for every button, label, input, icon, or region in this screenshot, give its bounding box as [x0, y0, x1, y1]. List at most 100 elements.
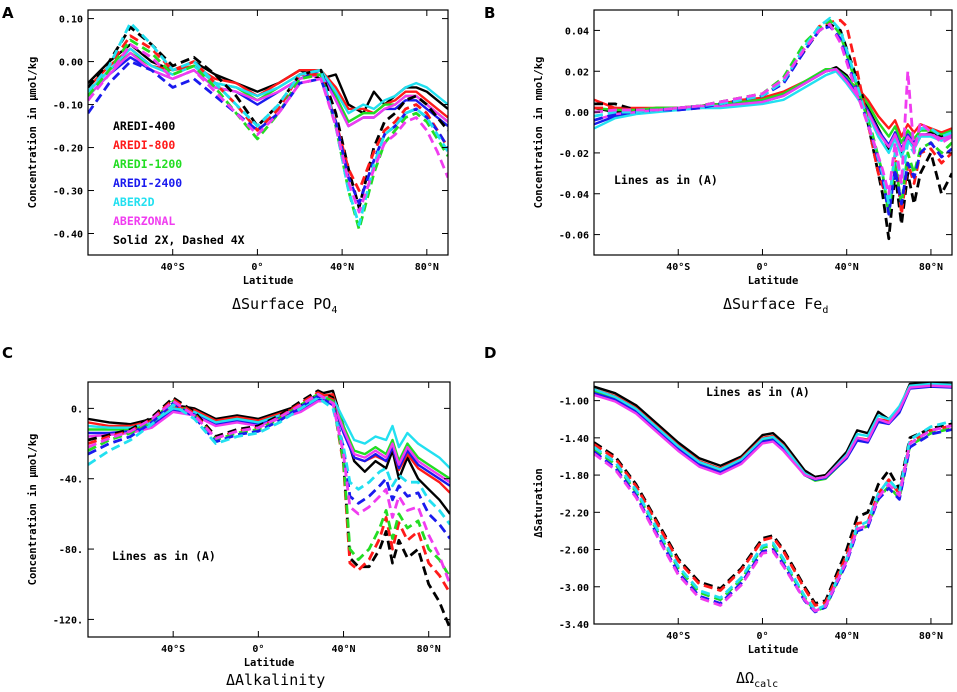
panel-d: D 40°S 0° 40°N 80°N -1.00 -1.40 -1.80 -2.20 -2.6…: [484, 344, 953, 690]
y-tick-label-b-2: 0.00: [565, 108, 589, 119]
y-tick-label-b-3: -0.02: [559, 149, 589, 160]
panel-b-lines: [594, 16, 952, 241]
series-d-aredi-800-dashed: [594, 424, 952, 607]
x-tick-label-c-3: 80°N: [417, 644, 441, 655]
series-a-aberzonal-dashed: [88, 43, 448, 214]
caption-d-main: ΔΩ: [736, 669, 754, 687]
legend-note: Solid 2X, Dashed 4X: [113, 233, 245, 247]
y-tick-label-a-0: 0.10: [59, 15, 83, 26]
x-tick-label-c-0: 40°S: [161, 644, 185, 655]
x-tick-label-a-3: 80°N: [415, 262, 439, 273]
x-tick-label-d-2: 40°N: [835, 631, 859, 642]
y-tick-label-c-3: -120.: [53, 615, 83, 626]
x-tick-label-c-1: 0°: [252, 644, 264, 655]
legend-aredi-400: AREDI-400: [113, 119, 175, 133]
series-b-aredi-2400-dashed: [594, 24, 952, 216]
panel-c-x-title: Latitude: [244, 657, 295, 669]
y-tick-label-c-2: -80.: [59, 545, 83, 556]
panel-a-frame: [87, 9, 449, 256]
panel-d-x-title: Latitude: [748, 644, 799, 656]
x-tick-label-b-0: 40°S: [666, 262, 690, 273]
y-tick-label-d-1: -1.40: [559, 434, 589, 445]
legend-aber2d: ABER2D: [113, 195, 155, 209]
panel-c-annotation: Lines as in (A): [112, 549, 216, 563]
panel-d-annotation: Lines as in (A): [706, 385, 810, 399]
x-tick-label-b-3: 80°N: [919, 262, 943, 273]
series-d-aberzonal-dashed: [594, 424, 952, 613]
panel-a-x-title: Latitude: [243, 275, 294, 287]
x-tick-label-b-2: 40°N: [835, 262, 859, 273]
panel-c: C 40°S 0° 40°N 80°N 0. -40. -80. -120. Latitude…: [2, 344, 451, 689]
panel-b-caption: ΔSurface Fed: [723, 295, 828, 316]
series-d-aber2d-dashed: [594, 419, 952, 612]
legend-aberzonal: ABERZONAL: [113, 214, 175, 228]
panel-d-caption: ΔΩcalc: [736, 669, 778, 690]
y-tick-label-c-0: 0.: [71, 404, 83, 415]
panel-b-annotation: Lines as in (A): [614, 173, 718, 187]
y-tick-label-a-1: 0.00: [59, 58, 83, 69]
x-tick-label-b-1: 0°: [756, 262, 768, 273]
panel-a-caption: ΔSurface PO4: [232, 295, 337, 316]
panel-b: B 40°S 0° 40°N 80°N 0.04 0.02 0.00 -0.02 -0.04 -0…: [484, 4, 953, 316]
series-a-aredi-400-dashed: [88, 25, 448, 210]
x-tick-label-a-2: 40°N: [330, 262, 354, 273]
x-tick-label-d-3: 80°N: [919, 631, 943, 642]
series-c-aberzonal-solid: [88, 400, 450, 484]
caption-b-main: ΔSurface Fe: [723, 295, 822, 313]
panel-c-y-title: Concentration in μmol/kg: [27, 434, 39, 586]
legend-aredi-2400: AREDI-2400: [113, 176, 182, 190]
panel-b-y-title: Concentration in nmol/kg: [533, 57, 545, 209]
panel-c-lines: [88, 389, 450, 629]
caption-d-sub: calc: [754, 679, 778, 690]
panel-d-lines: [594, 382, 952, 614]
x-tick-label-c-2: 40°N: [331, 644, 355, 655]
y-tick-label-c-1: -40.: [59, 475, 83, 486]
y-tick-label-d-6: -3.40: [559, 620, 589, 631]
y-tick-label-b-5: -0.06: [559, 231, 589, 242]
legend-aredi-1200: AREDI-1200: [113, 157, 182, 171]
panel-c-letter: C: [2, 344, 13, 362]
series-c-aredi-800-dashed: [88, 391, 450, 594]
y-tick-label-b-4: -0.04: [559, 190, 589, 201]
series-a-aber2d-dashed: [88, 21, 448, 227]
series-b-aberzonal-dashed: [594, 22, 952, 196]
panel-c-frame: [87, 381, 451, 638]
panel-d-letter: D: [484, 344, 496, 362]
y-tick-label-a-2: -0.10: [53, 101, 83, 112]
panel-d-frame: [593, 381, 953, 625]
panel-a-letter: A: [2, 4, 14, 22]
series-d-aberzonal-solid: [594, 384, 952, 480]
y-tick-label-d-0: -1.00: [559, 397, 589, 408]
panel-d-y-title: ΔSaturation: [533, 468, 545, 538]
series-c-aredi-800-solid: [88, 393, 450, 494]
series-c-aredi-2400-solid: [88, 398, 450, 487]
y-tick-label-d-3: -2.20: [559, 508, 589, 519]
y-tick-label-b-1: 0.02: [565, 67, 589, 78]
caption-c-main: ΔAlkalinity: [226, 671, 325, 689]
y-tick-label-d-2: -1.80: [559, 471, 589, 482]
series-c-aredi-400-dashed: [88, 389, 450, 629]
caption-a-sub: 4: [331, 305, 337, 316]
panel-a: A 40°S 0° 40°N 80°N 0.10 0.00 -0.10 -0.20 -0.30 -…: [2, 4, 449, 316]
y-tick-label-b-0: 0.04: [565, 26, 589, 37]
y-tick-label-a-3: -0.20: [53, 144, 83, 155]
x-tick-label-d-0: 40°S: [666, 631, 690, 642]
panel-b-letter: B: [484, 4, 495, 22]
series-a-aredi-400-solid: [88, 43, 448, 115]
x-tick-label-a-0: 40°S: [161, 262, 185, 273]
caption-a-main: ΔSurface PO: [232, 295, 331, 313]
series-d-aber2d-solid: [594, 382, 952, 480]
panel-a-lines: [88, 21, 448, 231]
series-c-aberzonal-dashed: [88, 392, 450, 585]
y-tick-label-d-5: -3.00: [559, 583, 589, 594]
panel-c-caption: ΔAlkalinity: [226, 671, 325, 689]
legend-aredi-800: AREDI-800: [113, 138, 175, 152]
x-tick-label-d-1: 0°: [756, 631, 768, 642]
panel-b-frame: [593, 9, 953, 256]
panel-a-y-title: Concentration in μmol/kg: [27, 57, 39, 209]
y-tick-label-a-5: -0.40: [53, 230, 83, 241]
panel-b-x-title: Latitude: [748, 275, 799, 287]
y-tick-label-d-4: -2.60: [559, 546, 589, 557]
x-tick-label-a-1: 0°: [251, 262, 263, 273]
